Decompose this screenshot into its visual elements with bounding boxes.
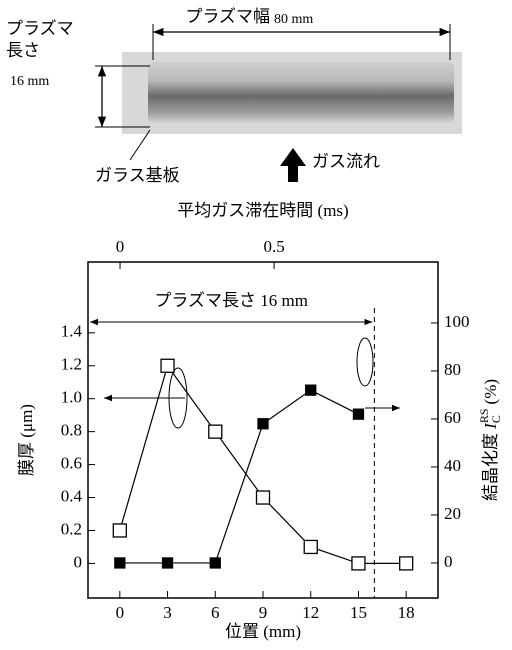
y2-label-sub: C xyxy=(489,415,503,423)
y2-label-unit: (%) xyxy=(481,379,500,404)
y2-tick-label: 60 xyxy=(444,408,461,427)
annotation-text: プラズマ長さ 16 mm xyxy=(154,291,308,310)
x-tick-label: 9 xyxy=(259,603,268,622)
y2-tick-label: 40 xyxy=(444,456,461,475)
x-tick-label: 0 xyxy=(116,603,125,622)
marker xyxy=(210,558,220,568)
marker xyxy=(352,557,365,570)
y2-tick-label: 0 xyxy=(444,552,453,571)
photo-label: 長さ xyxy=(6,41,40,60)
gas-flow-arrow xyxy=(280,148,306,182)
y-tick-label: 0.4 xyxy=(61,486,83,505)
y-tick-label: 0.8 xyxy=(61,421,82,440)
y-tick-label: 1.4 xyxy=(61,322,83,341)
marker xyxy=(113,524,126,537)
x2-axis-label: 平均ガス滞在時間 (ms) xyxy=(177,201,348,220)
marker xyxy=(257,491,270,504)
series-ellipse xyxy=(357,338,373,386)
marker xyxy=(209,425,222,438)
photo-plasma xyxy=(148,62,454,124)
x-tick-label: 3 xyxy=(163,603,172,622)
marker xyxy=(258,419,268,429)
y2-tick-label: 100 xyxy=(444,312,470,331)
photo-label: 16 mm xyxy=(10,74,49,89)
page: プラズマ幅 80 mm プラズマ 長さ 16 mm ガラス基板 ガス流れ 位置 … xyxy=(0,0,512,645)
photo-label: ガラス基板 xyxy=(95,166,180,185)
x-tick-label: 6 xyxy=(211,603,220,622)
marker xyxy=(400,557,413,570)
series-line xyxy=(120,366,406,564)
y2-tick-label: 20 xyxy=(444,504,461,523)
y2-tick-label: 80 xyxy=(444,360,461,379)
photo-label: プラズマ xyxy=(6,19,74,38)
marker xyxy=(161,359,174,372)
series-line xyxy=(120,390,359,563)
y-tick-label: 1.2 xyxy=(61,355,82,374)
x-tick-label: 12 xyxy=(302,603,319,622)
marker xyxy=(115,558,125,568)
y2-axis-label: 結晶化度 ICRS(%) xyxy=(477,379,503,501)
photo-label: プラズマ幅 xyxy=(185,7,270,26)
plot-frame xyxy=(88,262,438,598)
y-axis-label: 膜厚 (μm) xyxy=(17,404,36,476)
y-tick-label: 0.6 xyxy=(61,453,82,472)
marker xyxy=(163,558,173,568)
substrate-pointer xyxy=(130,130,150,160)
x-tick-label: 18 xyxy=(398,603,415,622)
x-axis-label: 位置 (mm) xyxy=(225,622,301,641)
marker xyxy=(306,385,316,395)
y-tick-label: 0 xyxy=(74,552,83,571)
y-tick-label: 1.0 xyxy=(61,388,82,407)
marker xyxy=(353,409,363,419)
x2-tick-label: 0 xyxy=(116,237,125,256)
y2-label-sup: RS xyxy=(477,408,491,423)
figure: プラズマ幅 80 mm プラズマ 長さ 16 mm ガラス基板 ガス流れ 位置 … xyxy=(0,0,512,645)
x2-tick-label: 0.5 xyxy=(263,237,284,256)
y-tick-label: 0.2 xyxy=(61,519,82,538)
photo-label: ガス流れ xyxy=(312,152,380,171)
photo-label: 80 mm xyxy=(274,12,313,27)
x-tick-label: 15 xyxy=(350,603,367,622)
y2-label-text: 結晶化度 xyxy=(481,433,500,501)
marker xyxy=(304,540,317,553)
